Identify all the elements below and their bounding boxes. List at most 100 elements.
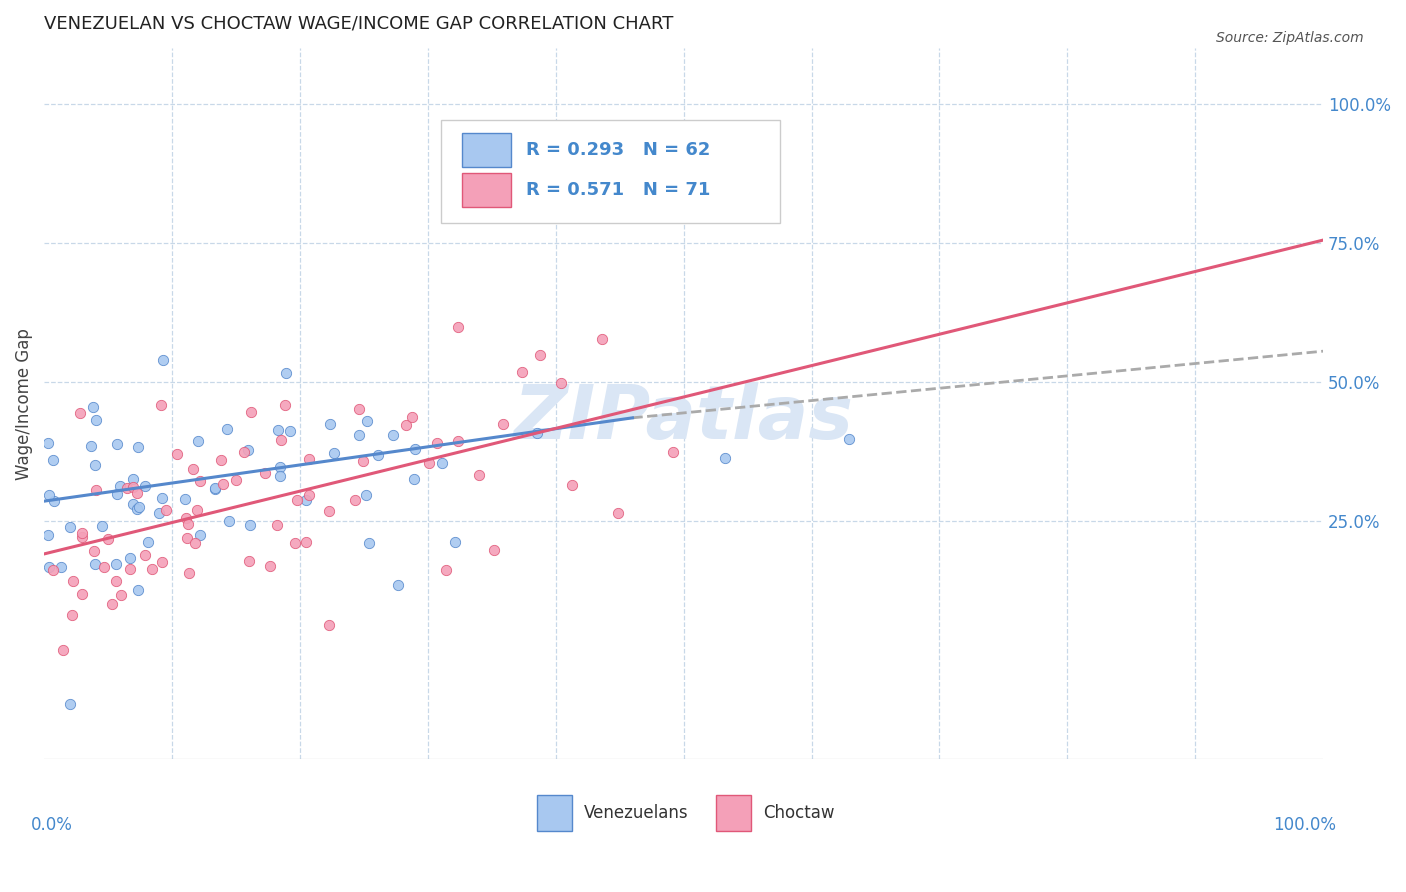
Point — [186, 503, 208, 517]
Point — [284, 535, 307, 549]
Point — [526, 426, 548, 441]
Point — [447, 434, 470, 448]
Point — [402, 472, 425, 486]
Point — [359, 536, 381, 550]
Point — [91, 519, 114, 533]
Point — [266, 517, 288, 532]
Point — [323, 446, 346, 460]
Point — [150, 555, 173, 569]
Point — [59, 520, 82, 534]
Point — [101, 597, 124, 611]
Point — [367, 448, 389, 462]
Point — [150, 491, 173, 505]
Point — [128, 500, 150, 514]
Point — [188, 474, 211, 488]
Point — [492, 417, 515, 432]
Point — [105, 557, 128, 571]
Point — [561, 478, 583, 492]
Point — [118, 551, 141, 566]
Point — [269, 469, 291, 483]
Point — [174, 492, 197, 507]
Point — [83, 543, 105, 558]
Text: 0.0%: 0.0% — [31, 816, 73, 834]
Point — [238, 443, 260, 458]
Point — [212, 477, 235, 491]
Point — [319, 417, 342, 431]
Point — [152, 352, 174, 367]
Point — [356, 414, 378, 428]
Point — [136, 534, 159, 549]
Point — [120, 562, 142, 576]
Text: 100.0%: 100.0% — [1272, 816, 1336, 834]
Point — [37, 436, 59, 450]
Point — [239, 517, 262, 532]
Point — [134, 479, 156, 493]
Point — [269, 459, 291, 474]
Text: Source: ZipAtlas.com: Source: ZipAtlas.com — [1216, 31, 1364, 45]
Point — [468, 468, 491, 483]
Point — [83, 557, 105, 571]
Point — [176, 531, 198, 545]
Point — [166, 447, 188, 461]
Point — [382, 427, 405, 442]
Point — [115, 481, 138, 495]
Point — [270, 434, 292, 448]
Point — [529, 348, 551, 362]
Point — [69, 406, 91, 420]
Point — [42, 563, 65, 577]
FancyBboxPatch shape — [716, 795, 751, 830]
Point — [37, 527, 59, 541]
Point — [72, 530, 94, 544]
Point — [127, 486, 149, 500]
Point — [295, 492, 318, 507]
Text: R = 0.293   N = 62: R = 0.293 N = 62 — [526, 141, 710, 159]
Point — [209, 452, 232, 467]
FancyBboxPatch shape — [537, 795, 572, 830]
Point — [225, 473, 247, 487]
Point — [233, 445, 256, 459]
Point — [318, 504, 340, 518]
Point — [266, 423, 288, 437]
Point — [108, 479, 131, 493]
Text: VENEZUELAN VS CHOCTAW WAGE/INCOME GAP CORRELATION CHART: VENEZUELAN VS CHOCTAW WAGE/INCOME GAP CO… — [44, 15, 673, 33]
Point — [84, 413, 107, 427]
Point — [344, 492, 367, 507]
Point — [72, 525, 94, 540]
Point — [446, 320, 468, 334]
Point — [838, 432, 860, 446]
FancyBboxPatch shape — [440, 120, 779, 223]
Point — [181, 462, 204, 476]
Point — [186, 434, 208, 448]
Point — [259, 558, 281, 573]
FancyBboxPatch shape — [463, 173, 510, 207]
Point — [443, 535, 465, 549]
Point — [204, 481, 226, 495]
Point — [295, 535, 318, 549]
Point — [434, 563, 457, 577]
Point — [155, 503, 177, 517]
Point — [42, 453, 65, 467]
Point — [105, 437, 128, 451]
Point — [42, 493, 65, 508]
Point — [177, 516, 200, 531]
Y-axis label: Wage/Income Gap: Wage/Income Gap — [15, 328, 32, 480]
Text: R = 0.571   N = 71: R = 0.571 N = 71 — [526, 181, 710, 199]
Point — [253, 467, 276, 481]
Point — [394, 417, 416, 432]
Point — [662, 445, 685, 459]
Point — [60, 607, 83, 622]
Point — [512, 365, 534, 379]
Point — [105, 487, 128, 501]
Point — [274, 398, 297, 412]
Point — [217, 422, 239, 436]
Point — [387, 577, 409, 591]
Point — [38, 488, 60, 502]
Point — [121, 480, 143, 494]
Point — [591, 333, 613, 347]
Text: ZIPatlas: ZIPatlas — [513, 382, 853, 455]
Point — [240, 404, 263, 418]
Point — [70, 587, 93, 601]
Point — [432, 456, 454, 470]
Point — [285, 493, 308, 508]
Point — [86, 483, 108, 497]
